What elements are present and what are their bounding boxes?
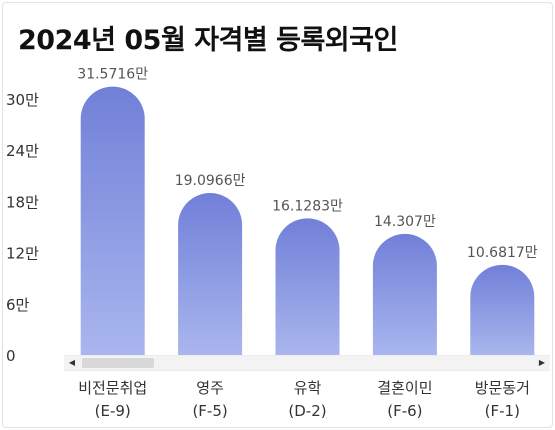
x-category-label: 방문동거 (475, 379, 530, 397)
bar (275, 218, 340, 356)
y-tick-label: 24만 (6, 142, 39, 160)
x-category-code: (F-1) (485, 402, 520, 420)
x-category-label: 결혼이민 (377, 379, 432, 397)
x-category-label: 유학 (294, 379, 322, 397)
x-category-code: (E-9) (95, 402, 131, 420)
y-tick-label: 12만 (6, 245, 39, 263)
x-category-code: (D-2) (288, 402, 326, 420)
value-labels: 31.5716만 19.0966만 16.1283만 14.307만 10.6817만 (77, 67, 537, 261)
horizontal-scrollbar[interactable]: ◀ ▶ (64, 355, 550, 371)
y-tick-label: 6만 (6, 296, 30, 314)
bar (372, 233, 437, 356)
x-category-code: (F-5) (192, 402, 227, 420)
scroll-right-arrow-icon[interactable]: ▶ (538, 358, 546, 367)
y-tick-label: 18만 (6, 193, 39, 211)
bar-value-label: 14.307만 (374, 214, 436, 230)
scrollbar-thumb[interactable] (82, 358, 154, 368)
bar-value-label: 19.0966만 (175, 173, 246, 189)
scroll-left-arrow-icon[interactable]: ◀ (68, 358, 76, 367)
chart-title: 2024년 05월 자격별 등록외국인 (18, 25, 398, 56)
x-category-label: 영주 (196, 379, 224, 397)
bar (178, 193, 243, 356)
bar-value-label: 10.6817만 (467, 245, 538, 261)
x-axis: 비전문취업 (E-9) 영주 (F-5) 유학 (D-2) 결혼이민 (F-6) 방문동거 (F-… (78, 379, 530, 420)
x-category-code: (F-6) (387, 402, 422, 420)
bar (470, 264, 535, 356)
bar-value-label: 16.1283만 (272, 198, 343, 214)
x-category-label: 비전문취업 (78, 379, 147, 397)
y-axis: 0 6만 12만 18만 24만 30만 (6, 91, 39, 365)
bars (80, 86, 535, 356)
bar (80, 86, 145, 356)
y-tick-label: 0 (6, 347, 16, 365)
bar-value-label: 31.5716만 (77, 67, 148, 83)
y-tick-label: 30만 (6, 91, 39, 109)
